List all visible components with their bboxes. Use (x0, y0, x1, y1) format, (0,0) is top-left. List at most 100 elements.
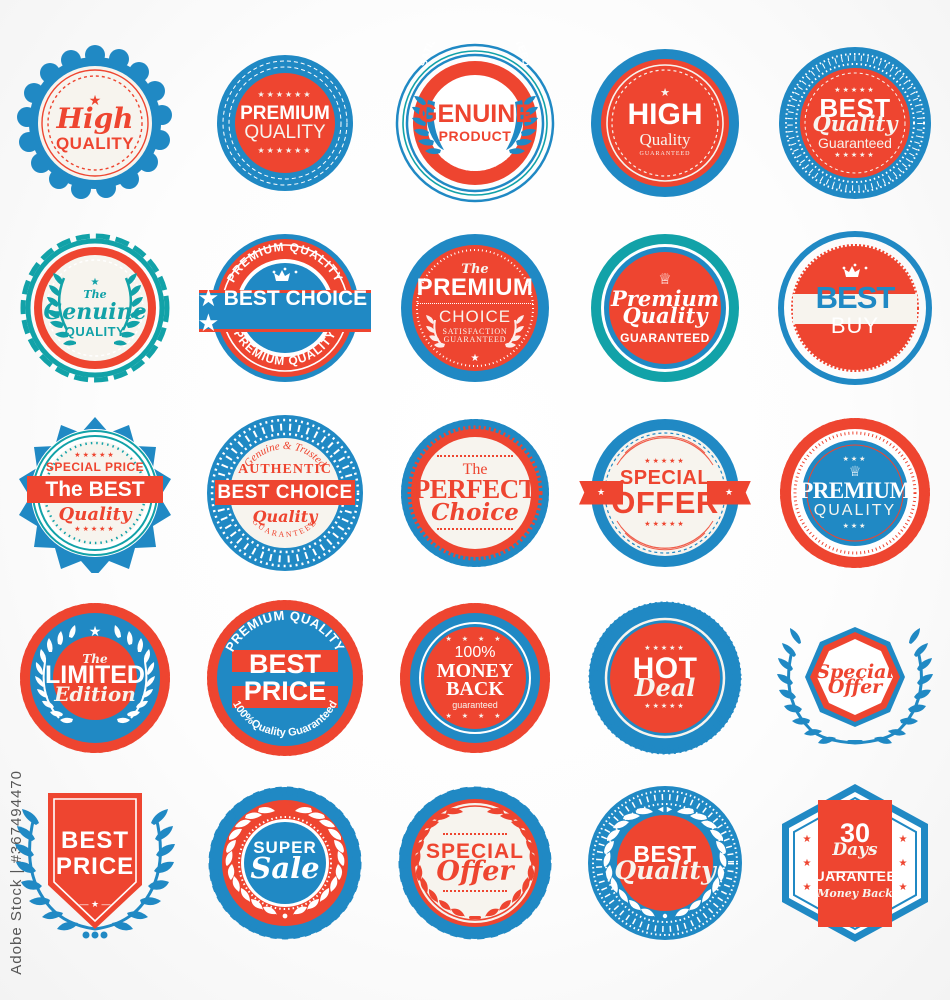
star-icon: — ★ — (79, 899, 110, 909)
badge-cell[interactable]: The PERFECT Choice (380, 400, 570, 585)
badge-cell[interactable]: SPECIAL Offer (380, 770, 570, 955)
badge-cell[interactable]: ★★★★★ SPECIAL PRICE The BEST Quality ★★★… (0, 400, 190, 585)
badge-cell[interactable]: ◄► BEST Quality (570, 770, 760, 955)
badge-cell[interactable]: Special Offer (760, 585, 950, 770)
badge-cell[interactable]: ★ ★ ★ ★ ★ ★ 30 Days GUARANTEED Money Bac… (760, 770, 950, 955)
badge-line-1: GENUINE (418, 100, 532, 128)
badge-cell[interactable]: ★★★★★★ PREMIUM QUALITY ★★★★★★ (190, 30, 380, 215)
badge-premium-quality-blue-crown[interactable]: ★★★ ♕ PREMIUM QUALITY ★★★ (775, 413, 935, 573)
laurel-wreath-icon (777, 627, 933, 745)
badge-best-buy[interactable]: BEST BUY (775, 228, 935, 388)
badge-best-quality-wreath[interactable]: ◄► BEST Quality (585, 783, 745, 943)
badge-text: AUTHENTIC BEST CHOICE Quality (205, 462, 365, 526)
badge-cell[interactable]: ★ ★ ★★★★★ SPECIAL OFFER ★★★★★ (570, 400, 760, 585)
badge-stars-bottom: ★ ★ ★ ★ (445, 712, 505, 720)
badge-line-1: BEST (819, 92, 891, 123)
badge-super-sale[interactable]: SUPER Sale (205, 783, 365, 943)
badge-stars-bottom: ★★★★★★ (257, 145, 313, 155)
badge-cell[interactable]: ★★★★★ BEST Quality Guaranteed ★★★★★ (760, 30, 950, 215)
badge-line-2: Genuine (43, 298, 147, 325)
badge-text: ★★★★★ HOT Deal ★★★★★ (585, 645, 745, 710)
badge-cell[interactable]: SUPER Sale (190, 770, 380, 955)
badge-money-back-guaranteed[interactable]: ★ ★ ★ ★ 100% MONEY BACK guaranteed ★ ★ ★… (395, 598, 555, 758)
badge-line-1: The (82, 652, 108, 666)
badge-cell[interactable]: — ★ — BEST PRICE (0, 770, 190, 955)
offer-ribbon: ★ ★ (579, 480, 751, 505)
badge-cell[interactable]: ★ ★ ★ ★ 100% MONEY BACK guaranteed ★ ★ ★… (380, 585, 570, 770)
badge-cell[interactable]: SATISFACTION GUARANTEED SPECIAL OFFER GE… (380, 30, 570, 215)
badge-the-premium-choice[interactable]: ★ The PREMIUM CHOICE SATISFACTION GUARAN… (395, 228, 555, 388)
badge-line-1: 30 (839, 818, 871, 848)
badge-special-offer-ribbon[interactable]: ★ ★ ★★★★★ SPECIAL OFFER ★★★★★ (579, 413, 751, 573)
badge-line-2: Offer (436, 856, 514, 887)
star-icon: ★ (90, 276, 100, 288)
badge-genuine-product[interactable]: SATISFACTION GUARANTEED SPECIAL OFFER GE… (395, 42, 555, 203)
badge-line-2: OFFER (611, 484, 719, 520)
wavy-rim-icon (20, 233, 170, 382)
badge-the-limited-edition[interactable]: ★ The LIMITED Edition (15, 598, 175, 758)
badge-line-1: BEST (60, 826, 129, 854)
badge-line-1: SPECIAL (619, 466, 711, 489)
badge-cell[interactable]: ★ The PREMIUM CHOICE SATISFACTION GUARAN… (380, 215, 570, 400)
badge-text: ★ ★ ★ ★ 100% MONEY BACK guaranteed ★ ★ ★… (395, 636, 555, 720)
badge-best-price-premium-quality[interactable]: PREMIUM QUALITY 100%Quality Guaranteed B… (205, 598, 365, 758)
badge-special-price-the-best-quality[interactable]: ★★★★★ SPECIAL PRICE The BEST Quality ★★★… (15, 413, 175, 573)
crown-icon: ♕ (848, 462, 862, 479)
star-icon: ★ (660, 87, 670, 99)
badge-cell[interactable]: ♕ Premium Quality GUARANTEED (570, 215, 760, 400)
badge-line-1: 100% (454, 643, 496, 661)
gear-rim-icon (217, 54, 353, 191)
badge-text: 30 Days GUARANTEED Money Back (775, 818, 935, 900)
svg-text:◄►: ◄► (656, 804, 674, 814)
badge-text: GENUINE PRODUCT (395, 100, 555, 144)
badge-line-2: MONEY (436, 659, 514, 682)
divider-bottom (436, 528, 514, 530)
badge-cell[interactable]: BEST BUY (760, 215, 950, 400)
badge-line-1: ★ BEST CHOICE ★ (199, 286, 368, 335)
badge-line-1: The (83, 287, 107, 301)
scalloped-rim-icon (591, 48, 739, 197)
badge-best-choice-banner[interactable]: PREMIUM QUALITY PREMIUM QUALITY ★ BEST C… (199, 228, 371, 388)
badge-special-offer-laurel[interactable]: SPECIAL Offer (395, 783, 555, 943)
badge-the-genuine-quality[interactable]: ★ The Genuine QUALITY (15, 228, 175, 388)
badge-cell[interactable]: ★★★★★ HOT Deal ★★★★★ (570, 585, 760, 770)
badge-line-3: Quality (252, 506, 318, 526)
badge-line-2: Days (832, 840, 878, 860)
badge-cell[interactable]: ★★★ ♕ PREMIUM QUALITY ★★★ (760, 400, 950, 585)
badge-cell[interactable]: ★ High QUALITY (0, 30, 190, 215)
badge-line-2: Quality (614, 855, 716, 885)
badge-30-days-guaranteed[interactable]: ★ ★ ★ ★ ★ ★ 30 Days GUARANTEED Money Bac… (775, 783, 935, 943)
badge-cell[interactable]: ★ HIGH Quality GUARANTEED (570, 30, 760, 215)
badge-cell[interactable]: Genuine & Trusted GUARANTEED AUTHENTIC B… (190, 400, 380, 585)
badge-text: ★★★★★ SPECIAL OFFER ★★★★★ (585, 458, 745, 528)
laurel-right-icon (506, 95, 538, 154)
badge-cell[interactable]: PREMIUM QUALITY PREMIUM QUALITY ★ BEST C… (190, 215, 380, 400)
badge-high-quality-guaranteed[interactable]: ★ HIGH Quality GUARANTEED (585, 43, 745, 203)
badge-best-price-shield[interactable]: — ★ — BEST PRICE (15, 783, 175, 943)
badge-line-1: BEST (815, 280, 896, 315)
star-icon: ★ (89, 623, 102, 639)
badge-cell[interactable]: PREMIUM QUALITY 100%Quality Guaranteed B… (190, 585, 380, 770)
badge-text: The PREMIUM CHOICE SATISFACTION GUARANTE… (395, 263, 555, 344)
badge-text: ★★★★★ BEST Quality Guaranteed ★★★★★ (775, 87, 935, 159)
badge-cell[interactable]: ★ The Genuine QUALITY (0, 215, 190, 400)
svg-text:★: ★ (899, 858, 908, 869)
best-banner: The BEST (27, 476, 163, 503)
scalloped-rim-icon: ★ (20, 602, 170, 753)
badge-text: SUPER Sale (205, 839, 365, 883)
badge-best-quality-guaranteed[interactable]: ★★★★★ BEST Quality Guaranteed ★★★★★ (775, 43, 935, 203)
badge-text: BEST Quality (585, 842, 745, 885)
badge-text: The LIMITED Edition (15, 653, 175, 704)
badge-cell[interactable]: ★ The LIMITED Edition (0, 585, 190, 770)
shield-laurel-icon: — ★ — (15, 792, 175, 938)
badge-line-2: Quality (622, 302, 708, 328)
badge-high-quality-scalloped[interactable]: ★ High QUALITY (15, 43, 175, 203)
badge-premium-quality-gear[interactable]: ★★★★★★ PREMIUM QUALITY ★★★★★★ (205, 43, 365, 203)
badge-line-1: High (56, 102, 134, 135)
badge-the-perfect-choice[interactable]: The PERFECT Choice (395, 413, 555, 573)
badge-premium-quality-crown[interactable]: ♕ Premium Quality GUARANTEED (585, 228, 745, 388)
badge-line-5: GUARANTEED (443, 335, 507, 344)
badge-special-offer-octagon[interactable]: Special Offer (775, 598, 935, 758)
badge-authentic-best-choice[interactable]: Genuine & Trusted GUARANTEED AUTHENTIC B… (205, 413, 365, 573)
badge-hot-deal[interactable]: ★★★★★ HOT Deal ★★★★★ (585, 598, 745, 758)
